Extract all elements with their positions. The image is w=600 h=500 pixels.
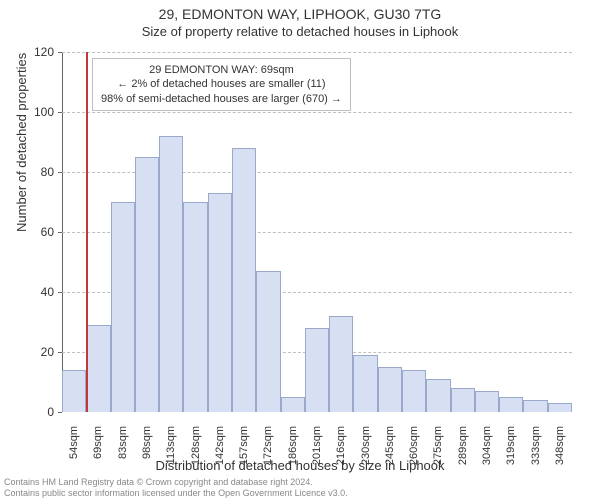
gridline	[62, 112, 572, 113]
histogram-bar	[86, 325, 110, 412]
histogram-bar	[159, 136, 183, 412]
chart-container: 29, EDMONTON WAY, LIPHOOK, GU30 7TG Size…	[0, 0, 600, 500]
legend-line-2: ← 2% of detached houses are smaller (11)	[101, 77, 342, 91]
chart-subtitle: Size of property relative to detached ho…	[0, 24, 600, 39]
y-tick-label: 20	[0, 345, 54, 359]
y-axis-label: Number of detached properties	[14, 53, 29, 232]
histogram-bar	[183, 202, 207, 412]
histogram-bar	[281, 397, 305, 412]
legend-line-1: 29 EDMONTON WAY: 69sqm	[101, 63, 342, 77]
property-marker-line	[86, 52, 88, 412]
histogram-bar	[499, 397, 523, 412]
histogram-bar	[523, 400, 547, 412]
y-tick-label: 120	[0, 45, 54, 59]
histogram-bar	[111, 202, 135, 412]
chart-title: 29, EDMONTON WAY, LIPHOOK, GU30 7TG	[0, 6, 600, 22]
histogram-bar	[208, 193, 232, 412]
y-tick-label: 0	[0, 405, 54, 419]
histogram-bar	[402, 370, 426, 412]
y-tick-label: 40	[0, 285, 54, 299]
y-tick-mark	[58, 412, 62, 413]
x-axis-label: Distribution of detached houses by size …	[0, 458, 600, 473]
histogram-bar	[548, 403, 572, 412]
plot-area: 29 EDMONTON WAY: 69sqm← 2% of detached h…	[62, 52, 572, 412]
histogram-bar	[475, 391, 499, 412]
attribution-footer: Contains HM Land Registry data © Crown c…	[4, 477, 348, 498]
histogram-bar	[329, 316, 353, 412]
histogram-bar	[451, 388, 475, 412]
histogram-bar	[353, 355, 377, 412]
legend-box: 29 EDMONTON WAY: 69sqm← 2% of detached h…	[92, 58, 351, 111]
histogram-bar	[232, 148, 256, 412]
gridline	[62, 52, 572, 53]
histogram-bar	[305, 328, 329, 412]
histogram-bar	[378, 367, 402, 412]
histogram-bar	[256, 271, 280, 412]
footer-line-1: Contains HM Land Registry data © Crown c…	[4, 477, 348, 487]
histogram-bar	[426, 379, 450, 412]
title-block: 29, EDMONTON WAY, LIPHOOK, GU30 7TG Size…	[0, 6, 600, 39]
y-tick-label: 100	[0, 105, 54, 119]
legend-line-3: 98% of semi-detached houses are larger (…	[101, 92, 342, 106]
footer-line-2: Contains public sector information licen…	[4, 488, 348, 498]
y-tick-label: 80	[0, 165, 54, 179]
y-tick-label: 60	[0, 225, 54, 239]
histogram-bar	[62, 370, 86, 412]
histogram-bar	[135, 157, 159, 412]
